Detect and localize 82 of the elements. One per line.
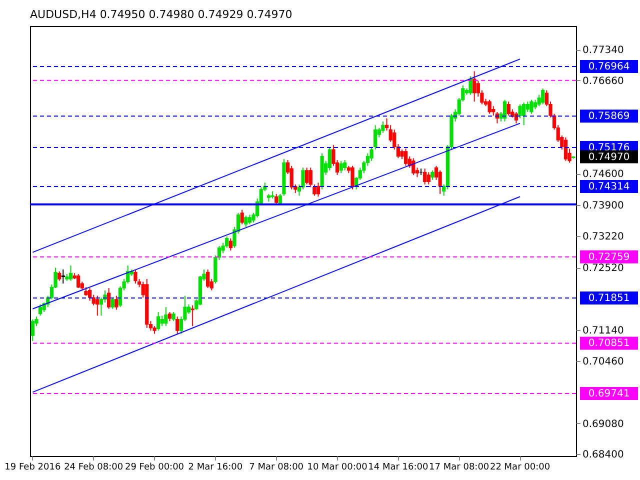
candlestick <box>244 215 248 228</box>
candlestick <box>526 101 530 112</box>
candlestick <box>381 121 385 134</box>
candlestick <box>316 182 320 198</box>
candlestick <box>240 209 244 225</box>
x-tick-label: 2 Mar 16:00 <box>188 462 243 472</box>
y-tick-label: 0.68400 <box>582 450 624 461</box>
candlestick <box>160 315 164 327</box>
candlestick <box>343 159 347 171</box>
candlestick <box>61 269 65 284</box>
ref-line-label: 0.71851 <box>588 292 630 304</box>
y-tick-label: 0.73900 <box>582 200 624 212</box>
ref-line-label: 0.72759 <box>588 252 630 263</box>
x-tick-label: 29 Feb 00:00 <box>124 462 184 472</box>
candlestick <box>328 146 332 171</box>
candlestick <box>228 238 232 252</box>
candlestick <box>114 295 118 310</box>
candlestick <box>68 264 73 282</box>
x-tick-label: 24 Feb 08:00 <box>64 462 124 472</box>
ref-line-label: 0.75869 <box>588 111 630 122</box>
candlestick <box>488 99 492 114</box>
candlestick <box>541 88 545 105</box>
candlestick <box>38 304 42 316</box>
candlestick <box>438 170 442 194</box>
x-tick-label: 7 Mar 08:00 <box>249 462 304 472</box>
y-tick-label: 0.73220 <box>582 232 624 243</box>
text: 0.74970 <box>588 152 630 163</box>
candlestick <box>533 99 538 110</box>
chart-title: AUDUSD,H4 0.74950 0.74980 0.74929 0.74970 <box>30 8 292 21</box>
candlestick <box>350 165 354 190</box>
y-tick-label: 0.76660 <box>582 76 624 87</box>
candlestick <box>518 104 522 119</box>
candlestick <box>506 101 510 116</box>
candlestick <box>190 304 194 327</box>
candlestick <box>176 316 180 334</box>
candlestick <box>206 269 210 289</box>
candlestick <box>30 318 34 342</box>
y-tick-label: 0.77340 <box>582 45 624 56</box>
candlestick <box>426 172 430 185</box>
candlestick <box>156 312 160 332</box>
y-tick-label: 0.70460 <box>582 356 624 368</box>
x-tick-label: 22 Mar 00:00 <box>490 462 550 472</box>
y-tick-label: 0.74600 <box>582 169 624 180</box>
candlestick <box>400 149 404 160</box>
candlestick <box>423 168 427 185</box>
candlestick <box>430 170 434 180</box>
candlestick <box>305 167 309 185</box>
candlestick <box>412 158 416 176</box>
x-tick-label: 19 Feb 2016 <box>4 462 61 472</box>
y-tick-label: 0.72520 <box>582 263 624 274</box>
candlestick <box>248 214 252 225</box>
candlestick <box>107 288 111 310</box>
candlestick <box>168 312 172 322</box>
candlestick <box>564 136 568 162</box>
candlestick <box>522 102 526 126</box>
ref-line-label: 0.75176 <box>588 142 630 154</box>
candlestick <box>110 297 114 310</box>
candlestick <box>404 148 408 166</box>
y-tick-label: 0.71140 <box>582 326 624 337</box>
candlestick <box>308 167 312 188</box>
candlestick <box>312 184 316 196</box>
candlestick <box>172 312 176 322</box>
candlestick <box>503 99 507 122</box>
ref-line-label: 0.69741 <box>588 388 630 400</box>
ref-line-label: 0.70851 <box>588 338 630 350</box>
candlestick <box>472 70 476 102</box>
candlestick <box>339 160 343 174</box>
candlestick <box>468 76 472 96</box>
ref-line-label: 0.74314 <box>588 182 630 193</box>
candlestick <box>96 295 100 316</box>
ref-line-label: 0.76964 <box>588 62 630 73</box>
x-tick-label: 10 Mar 00:00 <box>307 462 368 472</box>
y-tick-label: 0.69080 <box>582 418 624 430</box>
candlestick <box>88 288 92 302</box>
candlestick <box>274 193 278 204</box>
candlestick <box>164 306 168 327</box>
x-tick-label: 14 Mar 16:00 <box>368 462 429 472</box>
x-tick-label: 17 Mar 08:00 <box>429 462 490 472</box>
candlestick <box>530 99 534 114</box>
candlestick <box>76 274 80 289</box>
candlestick <box>58 270 62 282</box>
candlestick <box>134 269 138 284</box>
